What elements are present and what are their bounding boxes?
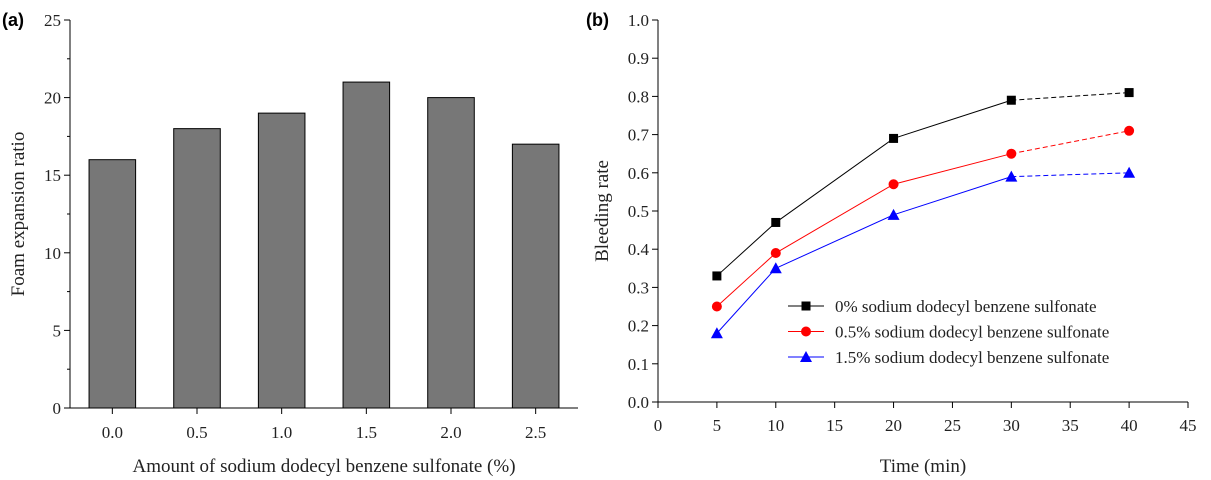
y-tick-label: 0.3 [628, 278, 649, 297]
legend-entry-2: 1.5% sodium dodecyl benzene sulfonate [835, 348, 1109, 367]
y-tick-label: 0.9 [628, 49, 649, 68]
y-tick-label: 0.7 [628, 126, 650, 145]
x-axis-title: Time (min) [880, 456, 966, 477]
y-tick-label: 0.2 [628, 317, 649, 336]
y-tick-label: 0.8 [628, 87, 649, 106]
y-tick-label: 1.0 [628, 11, 649, 30]
y-tick-label: 15 [44, 166, 61, 185]
x-tick-label: 0 [654, 416, 663, 435]
y-tick-label: 0.1 [628, 355, 649, 374]
series-0 [712, 88, 1134, 281]
bar [257, 112, 306, 409]
y-tick-label: 25 [44, 11, 61, 30]
x-tick-label: 35 [1062, 416, 1079, 435]
series-2 [710, 166, 1136, 339]
data-point [712, 271, 722, 281]
bar [511, 143, 560, 409]
y-axis-title: Foam expansion ratio [8, 132, 29, 297]
bar [173, 128, 221, 409]
data-point [711, 301, 722, 312]
series-line-segment [716, 252, 777, 307]
x-tick-label: 25 [944, 416, 961, 435]
data-point [888, 179, 899, 190]
data-point [1124, 125, 1135, 136]
bar [427, 97, 475, 409]
data-point [770, 248, 781, 259]
series-line-segment [1011, 172, 1130, 178]
series-line-segment [893, 99, 1012, 139]
x-tick-label: 1.0 [271, 423, 292, 442]
legend-marker [801, 301, 811, 311]
series-line-segment [775, 183, 894, 254]
data-point [1006, 95, 1016, 105]
series-line-segment [1011, 92, 1130, 101]
panel-label: (a) [2, 10, 24, 30]
legend-marker [801, 326, 811, 337]
data-point [1005, 170, 1018, 182]
y-tick-label: 20 [44, 89, 61, 108]
x-tick-label: 20 [885, 416, 902, 435]
series-line-segment [716, 267, 777, 334]
line-chart-panel: 0.0 0.1 0.2 0.3 0.4 0.5 0.6 0.7 0.8 0.9 1.0 0 5 10 15 2… [586, 10, 1197, 477]
y-tick-label: 0.4 [628, 240, 650, 259]
y-tick-label: 10 [44, 244, 61, 263]
series-line-segment [775, 214, 894, 269]
x-tick-label: 0.5 [186, 423, 207, 442]
bar [342, 81, 391, 409]
bar-chart-panel: 0 5 10 15 20 25 0.0 0.5 1.0 1.5 2.0 2.5 Amount of so… [2, 10, 578, 477]
x-tick-label: 15 [826, 416, 843, 435]
bar [88, 159, 137, 409]
x-tick-label: 1.5 [356, 423, 377, 442]
series-1 [711, 125, 1135, 312]
data-point [889, 133, 899, 143]
data-point [769, 262, 782, 274]
legend: 0% sodium dodecyl benzene sulfonate 0.5% … [788, 297, 1109, 367]
x-tick-label: 30 [1003, 416, 1020, 435]
y-axis-title: Bleeding rate [592, 160, 613, 262]
data-point [710, 327, 723, 339]
y-tick-label: 0.6 [628, 164, 649, 183]
x-tick-label: 0.0 [102, 423, 123, 442]
legend-marker [800, 351, 812, 362]
x-tick-label: 5 [713, 416, 722, 435]
x-axis-title: Amount of sodium dodecyl benzene sulfona… [132, 456, 515, 477]
data-point [887, 208, 900, 220]
data-point [1006, 148, 1017, 159]
y-tick-label: 0.0 [628, 393, 649, 412]
data-point [1124, 88, 1134, 98]
legend-entry-0: 0% sodium dodecyl benzene sulfonate [835, 297, 1097, 316]
x-tick-label: 40 [1121, 416, 1138, 435]
x-tick-label: 2.0 [440, 423, 461, 442]
series-line-segment [893, 176, 1012, 216]
panel-label: (b) [586, 10, 609, 30]
data-point [1123, 166, 1136, 178]
x-tick-label: 2.5 [525, 423, 546, 442]
series-line-segment [893, 153, 1012, 185]
series-line-segment [716, 222, 777, 277]
series-line-segment [775, 138, 894, 223]
x-tick-label: 10 [767, 416, 784, 435]
legend-entry-1: 0.5% sodium dodecyl benzene sulfonate [835, 323, 1109, 342]
x-tick-label: 45 [1180, 416, 1197, 435]
y-tick-label: 5 [53, 321, 62, 340]
y-tick-label: 0 [53, 399, 62, 418]
data-point [771, 217, 781, 227]
series-line-segment [1011, 130, 1130, 155]
y-tick-label: 0.5 [628, 202, 649, 221]
